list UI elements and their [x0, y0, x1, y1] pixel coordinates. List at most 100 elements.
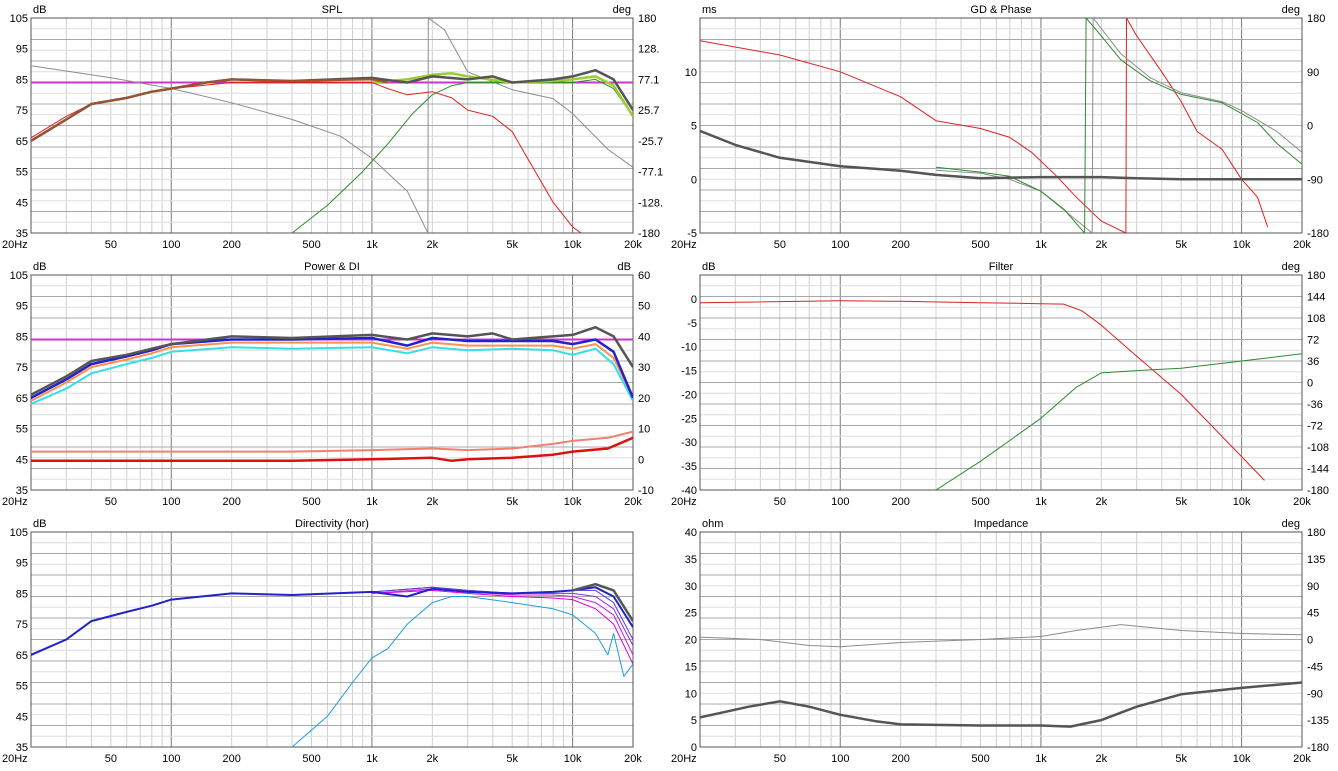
x-tick-label: 5k: [506, 753, 518, 765]
series-line-0: [291, 596, 633, 747]
power-di-chart: 105 95 85 75 65 55 45 35 60 50 40 30 20 10 0 -10 20Hz 50 1…: [0, 257, 669, 514]
x-tick-label: 5k: [1175, 239, 1187, 251]
right-tick-label: -90: [1307, 688, 1323, 700]
series-line-0: [31, 18, 633, 233]
left-unit-label: dB: [702, 261, 715, 273]
right-tick-label: 20: [638, 393, 650, 405]
x-tick-label: 1k: [1035, 239, 1047, 251]
right-tick-label: -180: [1307, 485, 1329, 497]
right-tick-label: -135: [1307, 715, 1329, 727]
x-tick-label: 10k: [1233, 239, 1251, 251]
left-tick-label: -25: [681, 413, 697, 425]
x-tick-label: 20k: [624, 239, 642, 251]
left-tick-label: 55: [16, 167, 28, 179]
x-tick-label: 20k: [624, 496, 642, 508]
left-tick-label: 55: [16, 424, 28, 436]
plot-frame: [30, 17, 634, 234]
left-tick-label: 65: [16, 136, 28, 148]
x-tick-label: 500: [302, 239, 320, 251]
right-tick-label: 108: [1307, 313, 1325, 325]
grid: [699, 17, 1303, 234]
grid: [699, 274, 1303, 491]
x-tick-label: 2k: [1096, 753, 1108, 765]
series-line-1: [935, 18, 1302, 233]
x-tick-label: 20k: [1293, 239, 1311, 251]
x-tick-label: 1k: [1035, 753, 1047, 765]
left-unit-label: dB: [33, 518, 46, 530]
left-tick-label: 10: [685, 67, 697, 79]
left-tick-label: -5: [687, 318, 697, 330]
right-tick-label: -10: [638, 485, 654, 497]
left-tick-label: 85: [16, 331, 28, 343]
series-line-5: [31, 78, 388, 142]
series-line-0: [700, 624, 1302, 648]
right-tick-label: -144: [1307, 464, 1329, 476]
right-tick-label: -72: [1307, 421, 1323, 433]
left-tick-label: 20: [685, 635, 697, 647]
impedance-chart: 40 35 30 25 20 15 10 5 0 180 135 90 45 0 -45 -90 -135 -18…: [669, 514, 1338, 771]
plot-frame: [699, 274, 1303, 491]
chart-title: Filter: [989, 261, 1014, 273]
left-tick-label: 55: [16, 681, 28, 693]
right-unit-label: dB: [618, 261, 631, 273]
left-tick-label: -40: [681, 485, 697, 497]
x-tick-label: 500: [971, 496, 989, 508]
grid: [30, 531, 634, 748]
right-tick-label: 0: [638, 454, 644, 466]
x-tick-label: 20Hz: [2, 496, 28, 508]
series-line-3: [700, 129, 1302, 181]
x-tick-label: 5k: [1175, 496, 1187, 508]
right-unit-label: deg: [613, 4, 631, 16]
x-tick-label: 1k: [366, 239, 378, 251]
series-line-4: [31, 336, 633, 400]
grid: [30, 274, 634, 491]
x-tick-label: 20k: [1293, 496, 1311, 508]
x-tick-label: 50: [774, 239, 786, 251]
left-tick-label: 105: [10, 527, 28, 539]
left-tick-label: 95: [16, 301, 28, 313]
grid: [699, 531, 1303, 748]
right-tick-label: 0: [1307, 635, 1313, 647]
left-unit-label: ohm: [702, 518, 723, 530]
series-line-2: [31, 346, 633, 405]
gd-phase-chart: 10 5 0 -5 180 90 0 -90 -180 20Hz 50 100 200 500 1k 2k 5k…: [669, 0, 1338, 257]
series-line-1: [371, 589, 633, 665]
right-tick-label: -90: [1307, 174, 1323, 186]
x-tick-label: 200: [891, 239, 909, 251]
x-tick-label: 5k: [506, 496, 518, 508]
left-tick-label: 25: [685, 608, 697, 620]
plot-frame: [699, 17, 1303, 234]
left-tick-label: 35: [16, 485, 28, 497]
x-tick-label: 50: [105, 239, 117, 251]
x-tick-label: 20k: [1293, 753, 1311, 765]
left-tick-label: 40: [685, 527, 697, 539]
series-line-2: [371, 588, 633, 656]
series-line-1: [700, 681, 1302, 728]
left-tick-label: 10: [685, 688, 697, 700]
x-tick-label: 2k: [427, 239, 439, 251]
left-tick-label: -5: [687, 228, 697, 240]
right-tick-label: 36: [1307, 356, 1319, 368]
left-tick-label: 0: [691, 174, 697, 186]
series-line-6: [572, 582, 633, 622]
x-tick-label: 5k: [1175, 753, 1187, 765]
spl-svg: 105 95 85 75 65 55 45 35 180 128. 77.1 25.7 -25.7 -77…: [2, 4, 663, 251]
right-tick-label: 72: [1307, 335, 1319, 347]
left-tick-label: 35: [685, 554, 697, 566]
left-tick-label: 95: [16, 44, 28, 56]
x-tick-label: 500: [302, 496, 320, 508]
right-tick-label: -25.7: [638, 136, 663, 148]
right-tick-label: -128.: [638, 197, 663, 209]
x-tick-label: 2k: [1096, 239, 1108, 251]
right-tick-label: 180: [1307, 13, 1325, 25]
x-tick-label: 10k: [564, 753, 582, 765]
chart-title: SPL: [322, 4, 343, 16]
x-tick-label: 20k: [624, 753, 642, 765]
x-tick-label: 200: [891, 496, 909, 508]
x-tick-label: 200: [222, 753, 240, 765]
x-tick-label: 50: [105, 496, 117, 508]
x-tick-label: 2k: [427, 496, 439, 508]
x-tick-label: 50: [105, 753, 117, 765]
plot-frame: [30, 274, 634, 491]
